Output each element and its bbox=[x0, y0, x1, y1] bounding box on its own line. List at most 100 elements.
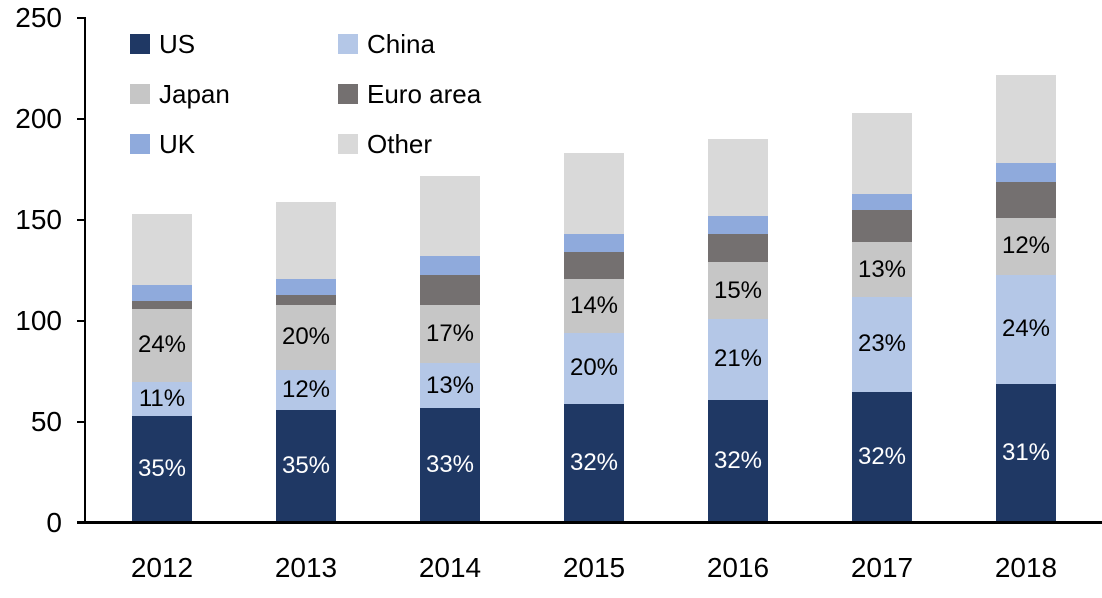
bar-2014: 33% 13% 17% bbox=[420, 175, 480, 523]
segment-label: 14% bbox=[569, 291, 619, 319]
bar-segment-us: 31% bbox=[996, 383, 1056, 523]
y-axis-tick bbox=[77, 17, 86, 19]
segment-label: 32% bbox=[857, 443, 907, 471]
bar-segment-japan: 12% bbox=[996, 218, 1056, 275]
plot-area: 35% 11% 24% 35% 12% 20% 33% 13% 17% 32% 20% 14% 32% 2… bbox=[86, 18, 1102, 523]
legend-label: Euro area bbox=[367, 78, 482, 109]
legend-swatch-icon bbox=[338, 34, 358, 54]
bar-segment-other bbox=[420, 175, 480, 257]
segment-label: 20% bbox=[569, 354, 619, 382]
x-tick-label: 2012 bbox=[130, 552, 194, 583]
y-tick-label: 50 bbox=[30, 406, 62, 437]
bar-2018: 31% 24% 12% bbox=[996, 74, 1056, 523]
bar-segment-other bbox=[564, 153, 624, 235]
bar-segment-japan: 17% bbox=[420, 304, 480, 364]
bar-segment-uk bbox=[276, 278, 336, 295]
bar-segment-us: 35% bbox=[132, 415, 192, 523]
bar-segment-uk bbox=[852, 193, 912, 210]
y-axis-tick bbox=[77, 219, 86, 221]
bar-segment-japan: 15% bbox=[708, 262, 768, 319]
legend-swatch-icon bbox=[130, 134, 150, 154]
legend-item-other: Other bbox=[338, 119, 481, 169]
segment-label: 33% bbox=[425, 451, 475, 479]
bar-segment-uk bbox=[132, 284, 192, 301]
bar-segment-euro-area bbox=[996, 181, 1056, 218]
y-tick-label: 100 bbox=[15, 305, 62, 336]
bar-segment-other bbox=[996, 74, 1056, 164]
bar-segment-other bbox=[276, 201, 336, 279]
legend-swatch-icon bbox=[338, 84, 358, 104]
y-axis-tick bbox=[77, 421, 86, 423]
segment-label: 32% bbox=[569, 449, 619, 477]
bar-segment-euro-area bbox=[564, 252, 624, 279]
segment-label: 24% bbox=[137, 331, 187, 359]
y-tick-label: 0 bbox=[46, 507, 62, 538]
bar-segment-euro-area bbox=[132, 300, 192, 309]
bar-segment-japan: 24% bbox=[132, 308, 192, 382]
bar-segment-uk bbox=[420, 256, 480, 275]
bar-segment-us: 32% bbox=[852, 391, 912, 523]
bar-segment-china: 24% bbox=[996, 274, 1056, 384]
segment-label: 31% bbox=[1001, 439, 1051, 467]
x-tick-label: 2018 bbox=[994, 552, 1058, 583]
segment-label: 12% bbox=[1001, 232, 1051, 260]
bar-segment-uk bbox=[564, 234, 624, 253]
bar-segment-us: 32% bbox=[708, 399, 768, 523]
bar-segment-us: 35% bbox=[276, 409, 336, 523]
bar-2017: 32% 23% 13% bbox=[852, 112, 912, 523]
bar-segment-china: 11% bbox=[132, 381, 192, 416]
x-axis-line bbox=[77, 521, 1102, 524]
y-axis-line bbox=[84, 18, 86, 524]
legend-label: Other bbox=[367, 128, 433, 159]
legend-swatch-icon bbox=[130, 84, 150, 104]
bar-segment-other bbox=[132, 213, 192, 285]
y-axis-tick bbox=[77, 118, 86, 120]
legend-item-us: US bbox=[130, 19, 338, 69]
bar-segment-uk bbox=[996, 163, 1056, 182]
bar-segment-other bbox=[852, 112, 912, 194]
bar-segment-japan: 20% bbox=[276, 304, 336, 370]
bar-2013: 35% 12% 20% bbox=[276, 201, 336, 523]
bar-segment-china: 23% bbox=[852, 296, 912, 392]
segment-label: 13% bbox=[857, 255, 907, 283]
x-tick-label: 2016 bbox=[706, 552, 770, 583]
legend-item-china: China bbox=[338, 19, 481, 69]
bar-segment-uk bbox=[708, 216, 768, 235]
segment-label: 32% bbox=[713, 447, 763, 475]
segment-label: 20% bbox=[281, 323, 331, 351]
bar-2015: 32% 20% 14% bbox=[564, 153, 624, 523]
bar-segment-japan: 14% bbox=[564, 278, 624, 334]
bar-2012: 35% 11% 24% bbox=[132, 213, 192, 523]
bar-segment-china: 12% bbox=[276, 369, 336, 410]
x-tick-label: 2014 bbox=[418, 552, 482, 583]
bar-segment-euro-area bbox=[276, 294, 336, 305]
x-tick-label: 2017 bbox=[850, 552, 914, 583]
segment-label: 24% bbox=[1001, 315, 1051, 343]
y-tick-label: 250 bbox=[15, 2, 62, 33]
x-tick-label: 2015 bbox=[562, 552, 626, 583]
legend-label: UK bbox=[159, 128, 196, 159]
segment-label: 35% bbox=[281, 452, 331, 480]
bar-segment-japan: 13% bbox=[852, 242, 912, 297]
legend-swatch-icon bbox=[130, 34, 150, 54]
bar-segment-us: 32% bbox=[564, 403, 624, 523]
bar-segment-other bbox=[708, 139, 768, 216]
segment-label: 21% bbox=[713, 345, 763, 373]
y-tick-label: 150 bbox=[15, 204, 62, 235]
legend-label: Japan bbox=[159, 78, 230, 109]
y-axis-tick bbox=[77, 522, 86, 524]
bar-segment-china: 20% bbox=[564, 333, 624, 404]
bar-segment-euro-area bbox=[852, 209, 912, 243]
legend-item-euro-area: Euro area bbox=[338, 69, 481, 119]
legend-label: China bbox=[367, 28, 435, 59]
y-tick-label: 200 bbox=[15, 103, 62, 134]
bar-segment-china: 13% bbox=[420, 363, 480, 408]
legend-label: US bbox=[159, 28, 196, 59]
bar-segment-us: 33% bbox=[420, 407, 480, 523]
bar-segment-euro-area bbox=[708, 234, 768, 263]
segment-label: 12% bbox=[281, 375, 331, 403]
legend-item-japan: Japan bbox=[130, 69, 338, 119]
segment-label: 11% bbox=[138, 384, 186, 412]
bar-segment-china: 21% bbox=[708, 318, 768, 400]
